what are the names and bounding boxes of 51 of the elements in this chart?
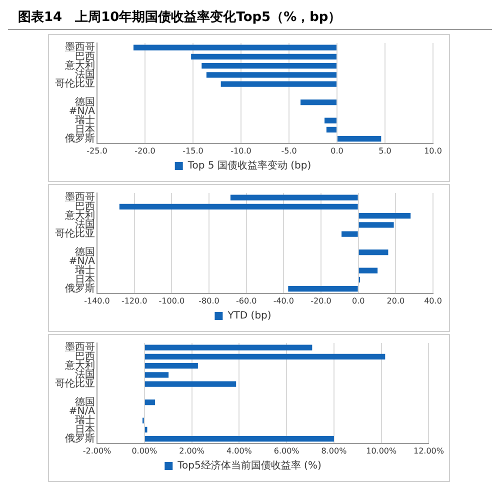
x-tick-label: 12.00% (413, 446, 444, 456)
bar (144, 344, 312, 350)
x-tick-label: 0.00% (132, 446, 158, 456)
y-tick-label: 哥伦比亚 (55, 378, 95, 390)
x-tick-label: 2.00% (179, 446, 205, 456)
legend-label: YTD (bp) (226, 310, 272, 322)
x-tick-label: -20.0 (134, 146, 156, 156)
bar (144, 362, 198, 369)
y-tick-label: 德国 (75, 246, 95, 258)
x-tick-label: 0.0 (330, 146, 344, 156)
x-tick-label: -5.0 (281, 146, 297, 156)
y-tick-label: 哥伦比亚 (55, 228, 95, 240)
x-tick-label: 4.00% (226, 446, 252, 456)
x-tick-label: 5.0 (378, 146, 392, 156)
x-tick-label: 6.00% (274, 446, 300, 456)
bar (144, 400, 156, 406)
x-tick-label: -80.0 (198, 296, 220, 306)
x-tick-label: 20.0 (386, 296, 405, 306)
bar (230, 194, 358, 200)
x-tick-label: -120.0 (121, 296, 148, 306)
x-tick-label: -20.0 (310, 296, 332, 306)
y-tick-label: 哥伦比亚 (55, 78, 95, 90)
bar (358, 222, 394, 228)
bar (288, 286, 358, 292)
bar (144, 372, 169, 378)
bar (358, 268, 378, 274)
bar (144, 436, 334, 442)
x-tick-label: 40.0 (424, 296, 442, 306)
x-tick-label: 0.0 (352, 296, 365, 306)
bar (144, 354, 386, 360)
x-tick-label: -2.00% (82, 446, 112, 456)
x-tick-label: 10.0 (424, 146, 442, 156)
y-tick-label: 德国 (75, 96, 95, 108)
legend-label: Top5经济体当前国债收益率 (%) (176, 460, 322, 472)
x-tick-label: -140.0 (84, 296, 110, 306)
x-tick-label: 8.00% (321, 446, 348, 456)
x-tick-label: -100.0 (158, 296, 185, 306)
x-tick-label: -25.0 (86, 146, 108, 156)
x-tick-label: -15.0 (182, 146, 204, 156)
bar (358, 212, 411, 219)
x-tick-label: -60.0 (236, 296, 257, 306)
y-tick-label: 德国 (75, 396, 95, 408)
legend-label: Top 5 国债收益率变动 (bp) (186, 160, 312, 172)
bar (342, 231, 358, 237)
bar (119, 204, 358, 210)
bar (144, 381, 236, 387)
x-tick-label: -40.0 (273, 296, 294, 306)
x-tick-label: -10.0 (230, 146, 252, 156)
bar (358, 250, 388, 256)
chart-title: 图表14 上周10年期国债收益率变化Top5（%，bp） (8, 8, 492, 30)
x-tick-label: 10.00% (366, 446, 397, 456)
